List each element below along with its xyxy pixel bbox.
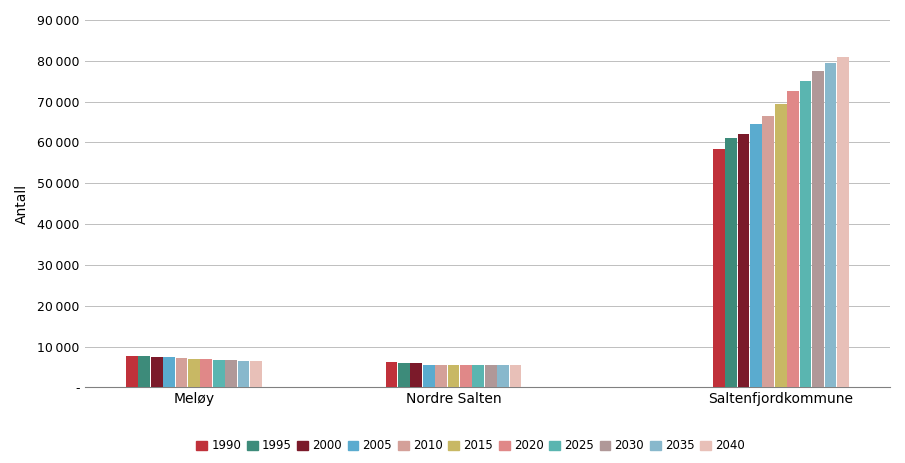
Bar [837, 57, 849, 388]
Bar [435, 365, 447, 388]
Bar [238, 361, 250, 388]
Bar [787, 92, 799, 388]
Bar [213, 360, 224, 388]
Bar [750, 124, 762, 388]
Bar [250, 361, 262, 388]
Bar [448, 365, 460, 388]
Bar [497, 365, 509, 388]
Bar [200, 359, 213, 388]
Bar [398, 363, 410, 388]
Bar [824, 63, 836, 388]
Bar [460, 365, 472, 388]
Bar [510, 365, 521, 388]
Y-axis label: Antall: Antall [15, 184, 29, 224]
Bar [188, 359, 200, 388]
Bar [423, 364, 434, 388]
Bar [713, 149, 725, 388]
Bar [163, 357, 175, 388]
Bar [472, 365, 484, 388]
Bar [225, 360, 237, 388]
Bar [176, 358, 187, 388]
Bar [775, 104, 786, 388]
Bar [812, 71, 824, 388]
Bar [485, 365, 497, 388]
Bar [138, 357, 150, 388]
Bar [126, 356, 138, 388]
Bar [151, 357, 163, 388]
Bar [762, 116, 775, 388]
Bar [800, 81, 812, 388]
Legend: 1990, 1995, 2000, 2005, 2010, 2015, 2020, 2025, 2030, 2035, 2040: 1990, 1995, 2000, 2005, 2010, 2015, 2020… [192, 435, 749, 457]
Bar [386, 362, 397, 388]
Bar [725, 138, 737, 388]
Bar [738, 134, 749, 388]
Bar [410, 363, 422, 388]
